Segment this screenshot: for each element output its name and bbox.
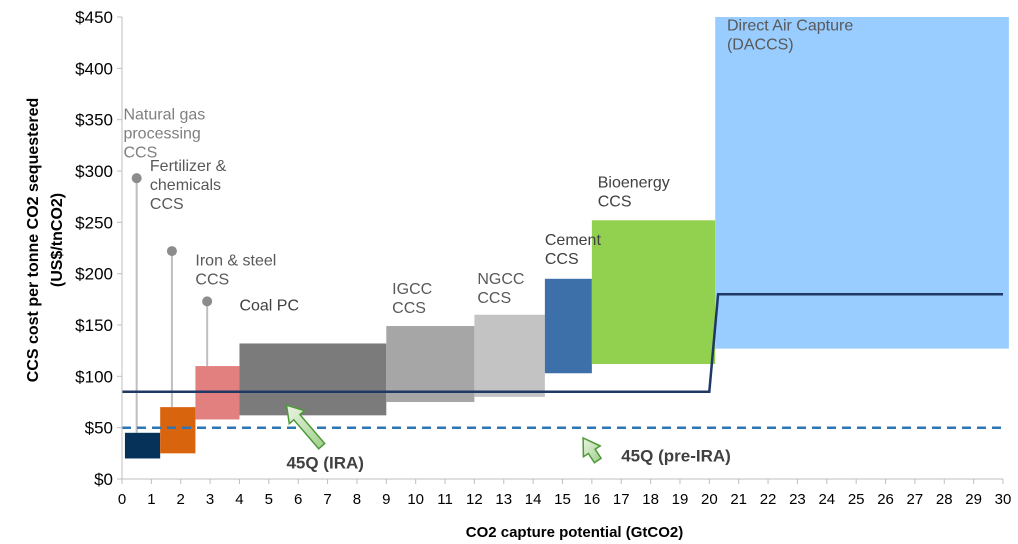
bar-label-line: IGCC [392,281,432,298]
bar-label: Fertilizer & chemicals CCS [150,158,227,213]
x-tick-label: 16 [584,491,601,508]
bar-label: Cement CCS [545,232,602,268]
annotation-arrow [285,404,326,450]
whisker-dot [202,296,213,307]
x-tick-label: 19 [672,491,689,508]
ira-line [122,292,1003,393]
bar-label-line: Coal PC [239,298,299,315]
bar-label: Bioenergy CCS [598,174,670,210]
x-tick-label: 26 [877,491,894,508]
x-tick-label: 3 [206,491,214,508]
y-axis-title-line: CCS cost per tonne CO2 sequestered [25,98,42,383]
bar-label: Coal PC [239,298,299,315]
x-tick-label: 6 [294,491,302,508]
x-tick-label: 21 [730,491,747,508]
y-axis-title: CCS cost per tonne CO2 sequestered (US$/t… [25,98,66,383]
y-tick-label: $300 [75,162,113,181]
x-tick-label: 11 [437,491,453,508]
y-axis-title-line: (US$/tnCO2) [49,193,66,287]
x-tick-label: 22 [760,491,777,508]
x-tick-label: 15 [554,491,571,508]
whisker-dot [131,173,142,184]
bar [160,407,196,454]
bar-label-line: processing [123,126,200,143]
bar-label-line: Direct Air Capture [727,17,853,34]
x-tick-label: 17 [613,491,630,508]
x-tick-label: 29 [965,491,982,508]
bar-label-line: Fertilizer & [150,158,227,175]
bar [386,326,475,402]
bar [239,343,387,416]
x-axis-title: CO2 capture potential (GtCO2) [466,524,684,541]
x-tick-label: 0 [118,491,126,508]
y-tick-label: $450 [75,8,113,27]
x-tick-label: 25 [848,491,865,508]
bar-label: Direct Air Capture (DACCS) [727,17,853,53]
bar [591,220,716,365]
whisker-dot [166,246,177,257]
bar [715,17,1009,349]
x-tick-label: 24 [818,491,835,508]
bar-label-line: CCS [545,251,579,268]
bar [474,314,545,397]
x-tick-label: 12 [466,491,483,508]
x-tick-label: 5 [265,491,273,508]
bar-label-line: CCS [392,300,426,317]
y-tick-label: $0 [94,470,113,489]
x-tick-label: 7 [323,491,331,508]
bar-label-line: Natural gas [123,107,205,124]
x-tick-label: 8 [353,491,361,508]
bar-label-line: CCS [123,145,157,162]
y-tick-label: $50 [85,419,113,438]
bar-label-line: NGCC [477,271,524,288]
bar-label-line: Bioenergy [598,174,670,191]
y-tick-label: $200 [75,265,113,284]
x-tick-label: 14 [525,491,542,508]
bar [544,278,592,374]
x-tick-label: 4 [235,491,243,508]
annotation-arrow [582,436,603,464]
bar [124,432,161,459]
bar-label-line: CCS [598,193,632,210]
bar-label: IGCC CCS [392,281,432,317]
bar-label-line: CCS [195,271,229,288]
bar-label-line: CCS [150,196,184,213]
x-tick-label: 2 [177,491,185,508]
annotation-label: 45Q (IRA) [286,454,363,473]
y-tick-label: $350 [75,111,113,130]
annotation-label: 45Q (pre-IRA) [621,447,731,466]
y-tick-label: $400 [75,59,113,78]
x-tick-label: 9 [382,491,390,508]
bar-label: Natural gas processing CCS [123,107,205,162]
bar-label-line: chemicals [150,177,221,194]
x-tick-label: 18 [642,491,659,508]
y-tick-label: $150 [75,316,113,335]
y-tick-label: $100 [75,367,113,386]
bar-label-line: Cement [545,232,602,249]
y-tick-label: $250 [75,213,113,232]
bar-label-line: Iron & steel [195,252,276,269]
x-tick-label: 10 [407,491,424,508]
lines-layer [122,292,1003,429]
x-tick-label: 23 [789,491,806,508]
x-tick-label: 30 [995,491,1012,508]
x-tick-label: 28 [936,491,953,508]
bar-label: NGCC CCS [477,271,524,307]
bar-label: Iron & steel CCS [195,252,276,288]
annotations-layer: 45Q (IRA) 45Q (pre-IRA) [285,404,731,473]
x-tick-label: 27 [907,491,924,508]
bar-label-line: CCS [477,290,511,307]
x-tick-label: 20 [701,491,718,508]
x-tick-label: 13 [495,491,512,508]
bar-label-line: (DACCS) [727,36,794,53]
x-tick-label: 1 [147,491,155,508]
